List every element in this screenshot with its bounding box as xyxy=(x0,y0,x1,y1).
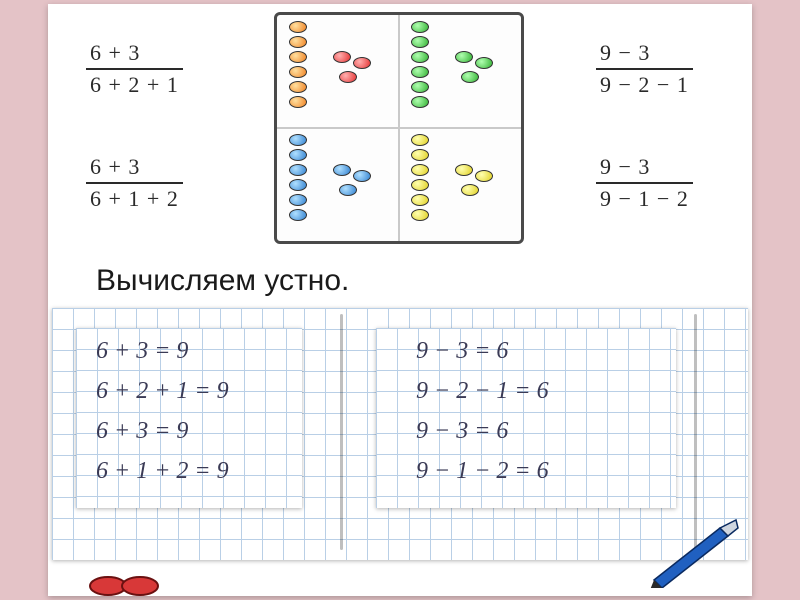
bead-icon xyxy=(289,194,307,206)
shoes-icon xyxy=(88,560,168,596)
bead-icon xyxy=(411,21,429,33)
bead-icon xyxy=(475,170,493,182)
pen-icon xyxy=(650,518,740,588)
bead-icon xyxy=(411,149,429,161)
diagram-quadrant-2 xyxy=(399,15,521,128)
bead-icon xyxy=(289,81,307,93)
bead-column xyxy=(283,21,393,108)
problem-numerator: 6 + 3 xyxy=(86,154,183,182)
bead-icon xyxy=(455,164,473,176)
worksheet-sheet: 6 + 3 6 + 2 + 1 6 + 3 6 + 1 + 2 9 − 3 9 … xyxy=(48,4,752,596)
bead-icon xyxy=(411,209,429,221)
problem-denominator: 6 + 1 + 2 xyxy=(86,182,183,212)
bead-icon xyxy=(333,51,351,63)
grid-paper-left: 6 + 3 = 9 6 + 2 + 1 = 9 6 + 3 = 9 6 + 1 … xyxy=(76,328,302,508)
handwritten-line: 6 + 1 + 2 = 9 xyxy=(96,458,229,485)
bead-icon xyxy=(411,96,429,108)
problem-denominator: 6 + 2 + 1 xyxy=(86,68,183,98)
problem-top-left-2: 6 + 3 6 + 1 + 2 xyxy=(86,154,183,212)
handwritten-line: 6 + 3 = 9 xyxy=(96,418,188,445)
problem-denominator: 9 − 2 − 1 xyxy=(596,68,693,98)
problem-top-right-1: 9 − 3 9 − 2 − 1 xyxy=(596,40,693,98)
problem-numerator: 9 − 3 xyxy=(596,154,693,182)
handwritten-line: 9 − 2 − 1 = 6 xyxy=(416,378,549,405)
bead-icon xyxy=(289,149,307,161)
bead-icon xyxy=(411,36,429,48)
section-heading: Вычисляем устно. xyxy=(96,264,349,298)
paper-edge-shadow xyxy=(340,314,343,550)
problem-top-right-2: 9 − 3 9 − 1 − 2 xyxy=(596,154,693,212)
bead-column xyxy=(405,134,515,221)
bead-icon xyxy=(289,66,307,78)
bead-icon xyxy=(289,96,307,108)
bead-icon xyxy=(411,179,429,191)
problem-numerator: 6 + 3 xyxy=(86,40,183,68)
bead-icon xyxy=(289,179,307,191)
diagram-quadrant-4 xyxy=(399,128,521,241)
bead-column xyxy=(405,21,515,108)
problem-top-left-1: 6 + 3 6 + 2 + 1 xyxy=(86,40,183,98)
bead-icon xyxy=(333,164,351,176)
bottom-area: Вычисляем устно. 6 + 3 = 9 6 + 2 + 1 = 9… xyxy=(48,252,752,596)
bead-icon xyxy=(353,170,371,182)
grid-paper-right: 9 − 3 = 6 9 − 2 − 1 = 6 9 − 3 = 6 9 − 1 … xyxy=(376,328,676,508)
handwritten-line: 6 + 2 + 1 = 9 xyxy=(96,378,229,405)
diagram-quadrant-1 xyxy=(277,15,399,128)
problem-denominator: 9 − 1 − 2 xyxy=(596,182,693,212)
bead-icon xyxy=(461,184,479,196)
bead-icon xyxy=(411,51,429,63)
handwritten-line: 6 + 3 = 9 xyxy=(96,338,188,365)
bead-icon xyxy=(289,51,307,63)
bead-diagram xyxy=(274,12,524,244)
bead-icon xyxy=(411,81,429,93)
bead-icon xyxy=(353,57,371,69)
bead-column xyxy=(283,134,393,221)
problem-numerator: 9 − 3 xyxy=(596,40,693,68)
bead-icon xyxy=(339,71,357,83)
handwritten-line: 9 − 3 = 6 xyxy=(416,418,508,445)
bead-icon xyxy=(411,164,429,176)
top-area: 6 + 3 6 + 2 + 1 6 + 3 6 + 1 + 2 9 − 3 9 … xyxy=(48,4,752,252)
bead-icon xyxy=(411,134,429,146)
bead-icon xyxy=(339,184,357,196)
bead-icon xyxy=(289,164,307,176)
diagram-quadrant-3 xyxy=(277,128,399,241)
bead-icon xyxy=(475,57,493,69)
bead-icon xyxy=(289,134,307,146)
paper-edge-shadow xyxy=(694,314,697,550)
bead-icon xyxy=(411,66,429,78)
bead-icon xyxy=(289,209,307,221)
bead-icon xyxy=(455,51,473,63)
bead-icon xyxy=(461,71,479,83)
bead-icon xyxy=(411,194,429,206)
handwritten-line: 9 − 1 − 2 = 6 xyxy=(416,458,549,485)
bead-icon xyxy=(289,36,307,48)
bead-icon xyxy=(289,21,307,33)
handwritten-line: 9 − 3 = 6 xyxy=(416,338,508,365)
